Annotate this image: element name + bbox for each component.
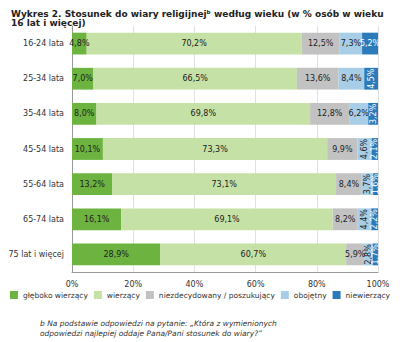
svg-text:20%: 20% [124, 280, 142, 289]
svg-text:73,3%: 73,3% [202, 145, 228, 154]
svg-text:4,6%: 4,6% [360, 138, 369, 159]
svg-text:13,2%: 13,2% [79, 180, 105, 189]
svg-text:16,1%: 16,1% [84, 215, 110, 224]
svg-text:10,1%: 10,1% [75, 145, 101, 154]
svg-text:2,2%: 2,2% [370, 209, 379, 230]
svg-text:28,9%: 28,9% [104, 250, 130, 259]
svg-text:5,2%: 5,2% [360, 39, 381, 48]
svg-text:60%: 60% [247, 280, 265, 289]
svg-text:40%: 40% [186, 280, 204, 289]
svg-text:6,2%: 6,2% [349, 109, 370, 118]
svg-text:5,9%: 5,9% [345, 250, 366, 259]
svg-text:16-24 lata: 16-24 lata [23, 39, 64, 48]
svg-text:80%: 80% [308, 280, 326, 289]
svg-text:69,8%: 69,8% [191, 109, 217, 118]
svg-text:głęboko wierzący: głęboko wierzący [23, 291, 88, 300]
svg-text:55-64 lata: 55-64 lata [23, 180, 64, 189]
svg-text:4,5%: 4,5% [367, 68, 376, 89]
svg-text:75 lat i więcej: 75 lat i więcej [8, 250, 64, 259]
svg-text:3,7%: 3,7% [362, 174, 372, 195]
svg-text:odpowiedzi najlepiej oddaje Pa: odpowiedzi najlepiej oddaje Pana/Pani st… [40, 329, 262, 338]
svg-text:2,8%: 2,8% [364, 244, 373, 265]
svg-text:60,7%: 60,7% [241, 250, 267, 259]
svg-text:obojętny: obojętny [294, 291, 327, 300]
svg-text:70,2%: 70,2% [181, 39, 207, 48]
svg-text:b Na podstawie odpowiedzi na p: b Na podstawie odpowiedzi na pytanie: „K… [40, 319, 279, 328]
svg-text:66,5%: 66,5% [182, 74, 208, 83]
svg-text:12,8%: 12,8% [317, 109, 343, 118]
svg-text:1,6%: 1,6% [371, 174, 380, 195]
svg-text:8,4%: 8,4% [339, 180, 360, 189]
svg-text:7,0%: 7,0% [73, 74, 94, 83]
svg-text:4,4%: 4,4% [360, 209, 369, 230]
svg-text:1,7%: 1,7% [371, 244, 380, 265]
svg-text:16 lat i więcej): 16 lat i więcej) [11, 18, 86, 28]
svg-text:4,8%: 4,8% [69, 39, 90, 48]
svg-text:8,4%: 8,4% [341, 74, 362, 83]
svg-text:9,9%: 9,9% [332, 145, 353, 154]
svg-text:12,5%: 12,5% [308, 39, 334, 48]
svg-text:45-54 lata: 45-54 lata [23, 145, 64, 154]
svg-text:69,1%: 69,1% [214, 215, 240, 224]
svg-text:100%: 100% [367, 280, 390, 289]
svg-text:7,3%: 7,3% [341, 39, 362, 48]
svg-text:Wykres 2. Stosunek do wiary re: Wykres 2. Stosunek do wiary religijnejᵇ … [11, 8, 387, 19]
svg-text:8,2%: 8,2% [335, 215, 356, 224]
svg-text:35-44 lata: 35-44 lata [23, 109, 64, 118]
svg-text:73,1%: 73,1% [212, 180, 238, 189]
svg-text:2,1%: 2,1% [370, 138, 379, 159]
svg-text:13,6%: 13,6% [305, 74, 331, 83]
svg-text:65-74 lata: 65-74 lata [23, 215, 64, 224]
svg-text:niewierzący: niewierzący [346, 291, 391, 300]
svg-text:niezdecydowany / poszukujący: niezdecydowany / poszukujący [159, 291, 276, 300]
svg-text:0%: 0% [66, 280, 79, 289]
svg-text:wierzący: wierzący [107, 291, 141, 300]
svg-text:8,0%: 8,0% [74, 109, 95, 118]
svg-text:3,2%: 3,2% [369, 103, 378, 124]
svg-text:25-34 lata: 25-34 lata [23, 74, 64, 83]
